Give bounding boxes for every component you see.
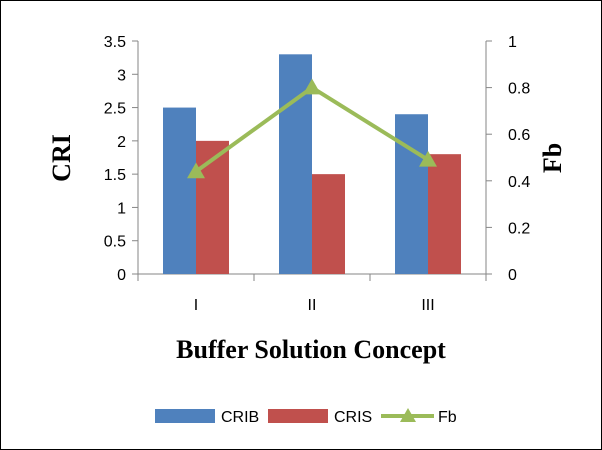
- bar-cris: [196, 140, 229, 274]
- y-tick-label: 1.5: [104, 167, 126, 184]
- y2-tick-label: 0.8: [508, 81, 530, 98]
- tick-labels: 00.511.522.533.500.20.40.60.81I II III: [104, 34, 531, 314]
- y-axis-title: CRI: [47, 134, 76, 182]
- bar-cris: [312, 174, 345, 274]
- x-tick-label: III: [421, 297, 434, 314]
- y-tick-label: 2: [117, 134, 126, 151]
- legend-swatch-cris: [268, 409, 328, 423]
- triangle-marker: [303, 78, 321, 95]
- y-tick-label: 1: [117, 200, 126, 217]
- y2-tick-label: 0.6: [508, 127, 530, 144]
- legend: CRIB CRIS Fb: [155, 408, 457, 426]
- y2-tick-label: 1: [508, 34, 517, 51]
- y-tick-label: 0: [117, 267, 126, 284]
- y-tick-label: 3: [117, 67, 126, 84]
- triangle-marker: [187, 162, 205, 179]
- y2-tick-label: 0: [508, 267, 517, 284]
- y-tick-label: 3.5: [104, 34, 126, 51]
- legend-label-cris: CRIS: [334, 409, 372, 426]
- legend-label-fb: Fb: [438, 409, 457, 426]
- legend-label-crib: CRIB: [221, 409, 259, 426]
- line-layer: [187, 78, 437, 179]
- y2-tick-label: 0.4: [508, 174, 530, 191]
- x-tick-label: II: [308, 297, 317, 314]
- bar-cris: [428, 154, 461, 274]
- triangle-marker: [419, 150, 437, 167]
- legend-swatch-crib: [155, 409, 215, 423]
- x-tick-label: I: [194, 297, 198, 314]
- y2-axis-title: Fb: [538, 143, 567, 173]
- x-axis-title: Buffer Solution Concept: [176, 335, 446, 364]
- y2-tick-label: 0.2: [508, 220, 530, 237]
- y-tick-label: 2.5: [104, 101, 126, 118]
- bar-crib: [163, 107, 196, 274]
- y-tick-label: 0.5: [104, 234, 126, 251]
- legend-marker-fb: [400, 408, 416, 422]
- bar-crib: [395, 114, 428, 274]
